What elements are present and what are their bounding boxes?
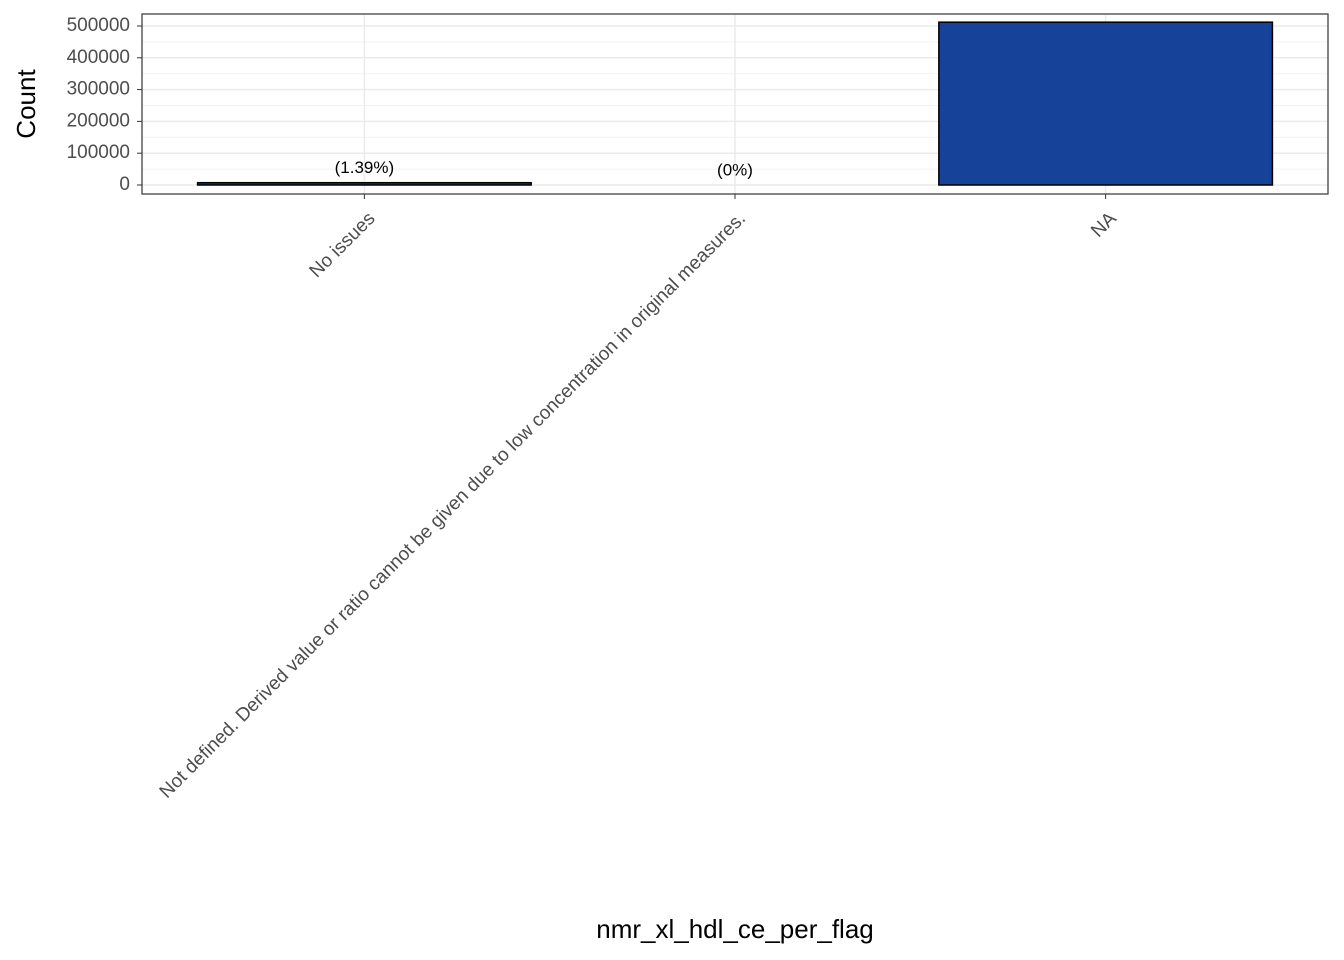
x-axis-title: nmr_xl_hdl_ce_per_flag [596,914,874,944]
y-tick-label: 300000 [67,79,130,100]
x-tick-label: Not defined. Derived value or ratio cann… [156,208,750,802]
x-tick-label: No issues [306,208,380,282]
bar [938,21,1274,186]
y-tick-label: 100000 [67,142,130,163]
marks [196,21,1274,186]
value-label: (1.39%) [335,158,395,177]
y-axis-title: Count [11,69,41,139]
bar [196,181,532,186]
y-tick-label: 400000 [67,47,130,68]
value-label: (0%) [717,160,753,179]
y-tick-label: 200000 [67,110,130,131]
x-tick-label: NA [1087,208,1121,242]
y-tick-label: 500000 [67,15,130,36]
y-tick-label: 0 [119,174,130,195]
